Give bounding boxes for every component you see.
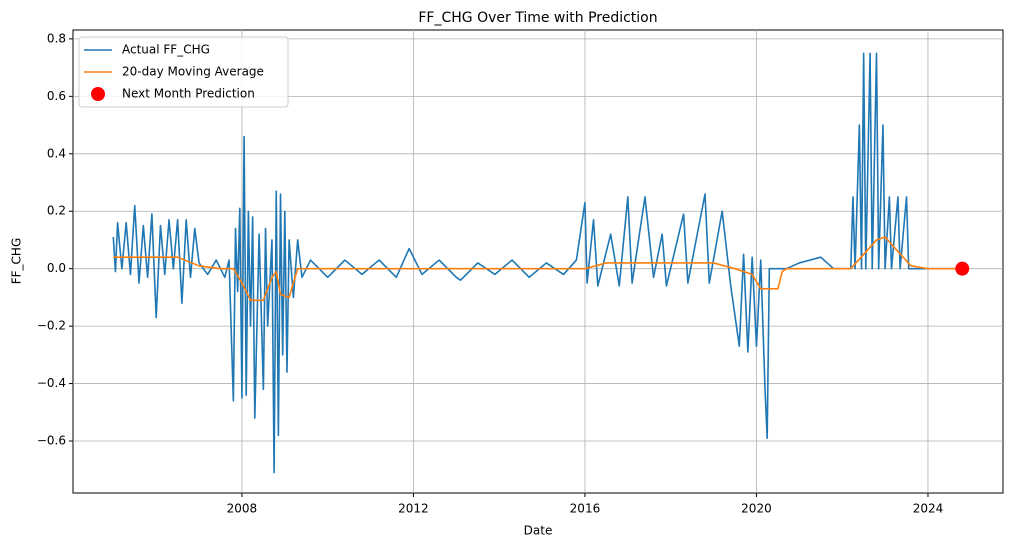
x-tick-label: 2020	[741, 502, 772, 516]
series-line	[112, 52, 958, 474]
y-axis-label: FF_CHG	[10, 238, 24, 285]
y-tick-label: −0.2	[37, 319, 66, 333]
x-axis-label: Date	[524, 524, 553, 538]
y-tick-label: −0.4	[37, 376, 66, 390]
x-tick-label: 2016	[570, 502, 601, 516]
x-tick-label: 2008	[227, 502, 258, 516]
y-tick-label: 0.0	[47, 261, 66, 275]
y-tick-label: −0.6	[37, 434, 66, 448]
legend-label: Next Month Prediction	[122, 87, 255, 101]
plot-frame	[72, 29, 1004, 494]
x-tick-label: 2012	[398, 502, 429, 516]
y-tick-label: 0.6	[47, 89, 66, 103]
legend-marker	[91, 87, 105, 101]
chart-title: FF_CHG Over Time with Prediction	[418, 10, 657, 26]
y-tick-label: 0.2	[47, 204, 66, 218]
legend-label: 20-day Moving Average	[122, 65, 264, 79]
legend-box	[78, 36, 289, 108]
x-tick-label: 2024	[913, 502, 944, 516]
y-tick-label: 0.4	[47, 146, 66, 160]
legend-label: Actual FF_CHG	[122, 43, 210, 57]
y-tick-label: 0.8	[47, 31, 66, 45]
prediction-point	[955, 261, 970, 276]
series-line	[113, 236, 958, 302]
